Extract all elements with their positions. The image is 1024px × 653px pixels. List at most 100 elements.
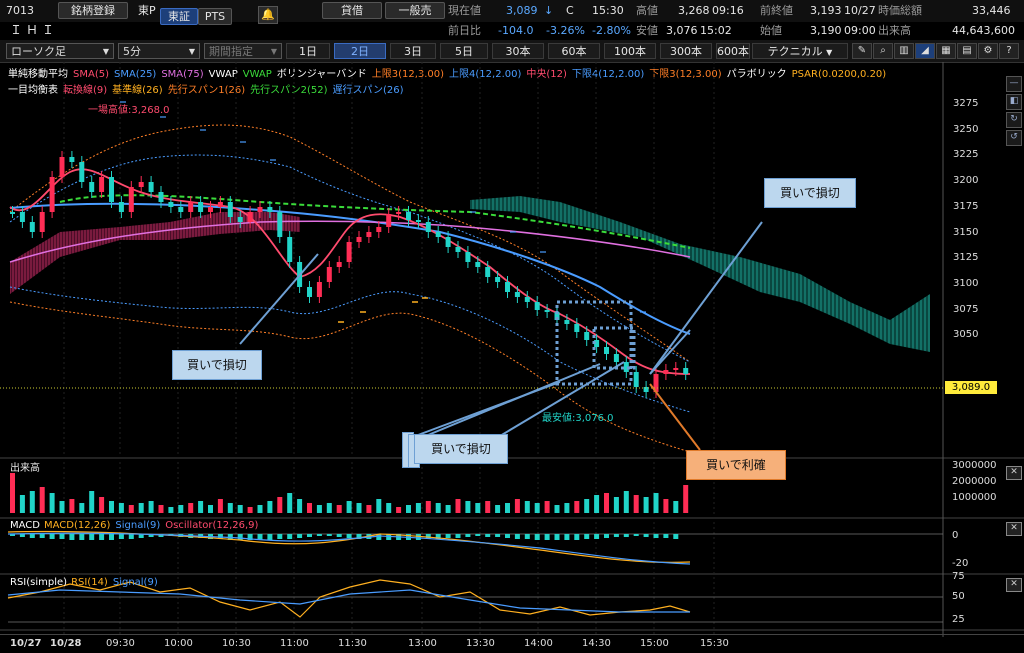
volume-bar: [544, 501, 550, 513]
volume-axis-label: 3000000: [952, 460, 997, 471]
tab-tse[interactable]: 東証: [160, 8, 198, 25]
legend-item[interactable]: 遅行スパン(26): [332, 85, 404, 96]
legend-item[interactable]: 基準線(26): [112, 85, 163, 96]
candle-body: [237, 217, 243, 222]
macd-histogram-bar: [613, 534, 619, 537]
close-icon[interactable]: ✕: [1006, 466, 1022, 480]
tab-period-4[interactable]: 30本: [492, 43, 544, 59]
rsi-legend-item[interactable]: RSI(14): [71, 577, 108, 588]
chart-bars-icon[interactable]: ▥: [894, 43, 914, 59]
rsi-legend-item[interactable]: Signal(9): [112, 577, 158, 588]
lending-button[interactable]: 貸借: [322, 2, 382, 19]
interval-value: 5分: [123, 45, 141, 58]
tab-period-1[interactable]: 2日: [334, 43, 386, 59]
legend-item[interactable]: 上限3(12,3.00): [371, 69, 445, 80]
stock-code: 7013: [6, 4, 34, 17]
legend-item[interactable]: 先行スパン1(26): [167, 85, 246, 96]
macd-legend-item[interactable]: Oscillator(12,26,9): [165, 520, 259, 531]
candle-body: [208, 207, 213, 212]
tab-period-2[interactable]: 3日: [390, 43, 436, 59]
pencil-icon[interactable]: ✎: [852, 43, 872, 59]
candlestick-series: [10, 151, 689, 398]
volume-bar: [99, 497, 105, 513]
tab-period-6[interactable]: 100本: [604, 43, 656, 59]
candle-body: [534, 302, 540, 310]
legend-item[interactable]: 中央(12): [526, 69, 567, 80]
time-axis-label: 10:00: [164, 638, 193, 649]
chart-canvas[interactable]: [0, 62, 1024, 653]
interval-select[interactable]: 5分 ▼: [118, 43, 200, 59]
legend-item[interactable]: SMA(75): [161, 69, 204, 80]
high-time: 09:16: [712, 4, 744, 17]
tab-period-8[interactable]: 600本: [716, 43, 750, 59]
volume-bar: [406, 505, 411, 513]
help-icon[interactable]: ?: [999, 43, 1019, 59]
volume-bar: [336, 505, 342, 513]
legend-item[interactable]: SMA(25): [113, 69, 157, 80]
macd-legend-item[interactable]: MACD(12,26): [43, 520, 111, 531]
grid-icon[interactable]: ▦: [936, 43, 956, 59]
tab-period-5[interactable]: 60本: [548, 43, 600, 59]
table-icon[interactable]: ▤: [957, 43, 977, 59]
macd-histogram-bar: [237, 534, 243, 540]
tab-period-3[interactable]: 5日: [440, 43, 488, 59]
area-chart-icon[interactable]: ◢: [915, 43, 935, 59]
callout-stoploss-2[interactable]: 買いで損切: [764, 178, 856, 208]
candle-body: [465, 252, 471, 262]
legend-item[interactable]: 先行スパン2(52): [250, 85, 328, 96]
current-price-label: 現在値: [448, 4, 481, 17]
macd-histogram-bar: [653, 534, 659, 538]
callout-stoploss-3[interactable]: 買いで損切: [414, 434, 508, 464]
candle-body: [267, 207, 273, 212]
tab-period-7[interactable]: 300本: [660, 43, 712, 59]
legend-item[interactable]: パラボリック: [726, 69, 787, 80]
minimize-icon[interactable]: —: [1006, 76, 1022, 92]
macd-histogram-bar: [643, 534, 649, 537]
redo-icon[interactable]: ↻: [1006, 112, 1022, 128]
change-value: -104.0: [498, 24, 534, 37]
close-icon[interactable]: ✕: [1006, 522, 1022, 536]
legend-item[interactable]: 単純移動平均: [8, 69, 68, 80]
legend-item[interactable]: SMA(5): [73, 69, 109, 80]
rsi-axis-label: 25: [952, 614, 965, 625]
volume-bar: [158, 505, 164, 513]
legend-item[interactable]: 一目均衡表: [8, 85, 58, 96]
macd-signal-line: [7, 532, 691, 565]
settings-icon[interactable]: ⚙: [978, 43, 998, 59]
legend-item[interactable]: 転換線(9): [63, 85, 108, 96]
legend-item[interactable]: 下限4(12,2.00): [571, 69, 645, 80]
legend-item[interactable]: ボリンジャーバンド: [276, 69, 367, 80]
legend-item[interactable]: PSAR(0.0200,0.20): [791, 69, 887, 80]
open-price: 3,190: [810, 24, 842, 37]
candle-body: [287, 237, 293, 262]
technical-button[interactable]: テクニカル ▼: [752, 43, 848, 59]
legend-item[interactable]: 上限4(12,2.00): [449, 69, 522, 80]
watchlist-register-button[interactable]: 銘柄登録: [58, 2, 128, 19]
market-cap: 33,446: [972, 4, 1011, 17]
legend-item[interactable]: 下限3(12,3.00): [649, 69, 722, 80]
legend-item[interactable]: VWAP: [208, 69, 238, 80]
undo-icon[interactable]: ↺: [1006, 130, 1022, 146]
price-axis-label: 3275: [953, 98, 979, 109]
rsi-line: [7, 579, 691, 618]
volume-bar: [29, 491, 35, 513]
zoom-icon[interactable]: ⌕: [873, 43, 893, 59]
general-sell-button[interactable]: 一般売: [385, 2, 445, 19]
selection-box-small: [592, 326, 636, 370]
period-spec-select[interactable]: 期間指定 ▼: [204, 43, 282, 59]
callout-stoploss-1[interactable]: 買いで損切: [172, 350, 262, 380]
chevron-down-icon: ▼: [826, 48, 833, 57]
candle-body: [188, 202, 194, 212]
macd-legend-item[interactable]: Signal(9): [115, 520, 161, 531]
candle-body: [643, 387, 649, 392]
macd-axis-label: 0: [952, 530, 959, 541]
volume-bar: [524, 501, 530, 513]
tab-period-0[interactable]: 1日: [286, 43, 330, 59]
close-icon[interactable]: ✕: [1006, 578, 1022, 592]
chart-type-select[interactable]: ローソク足 ▼: [6, 43, 114, 59]
callout-takeprofit[interactable]: 買いで利確: [686, 450, 786, 480]
expand-icon[interactable]: ◧: [1006, 94, 1022, 110]
tab-pts[interactable]: PTS: [198, 8, 232, 25]
alert-bell-icon[interactable]: 🔔: [258, 6, 278, 24]
legend-item[interactable]: VWAP: [242, 69, 272, 80]
